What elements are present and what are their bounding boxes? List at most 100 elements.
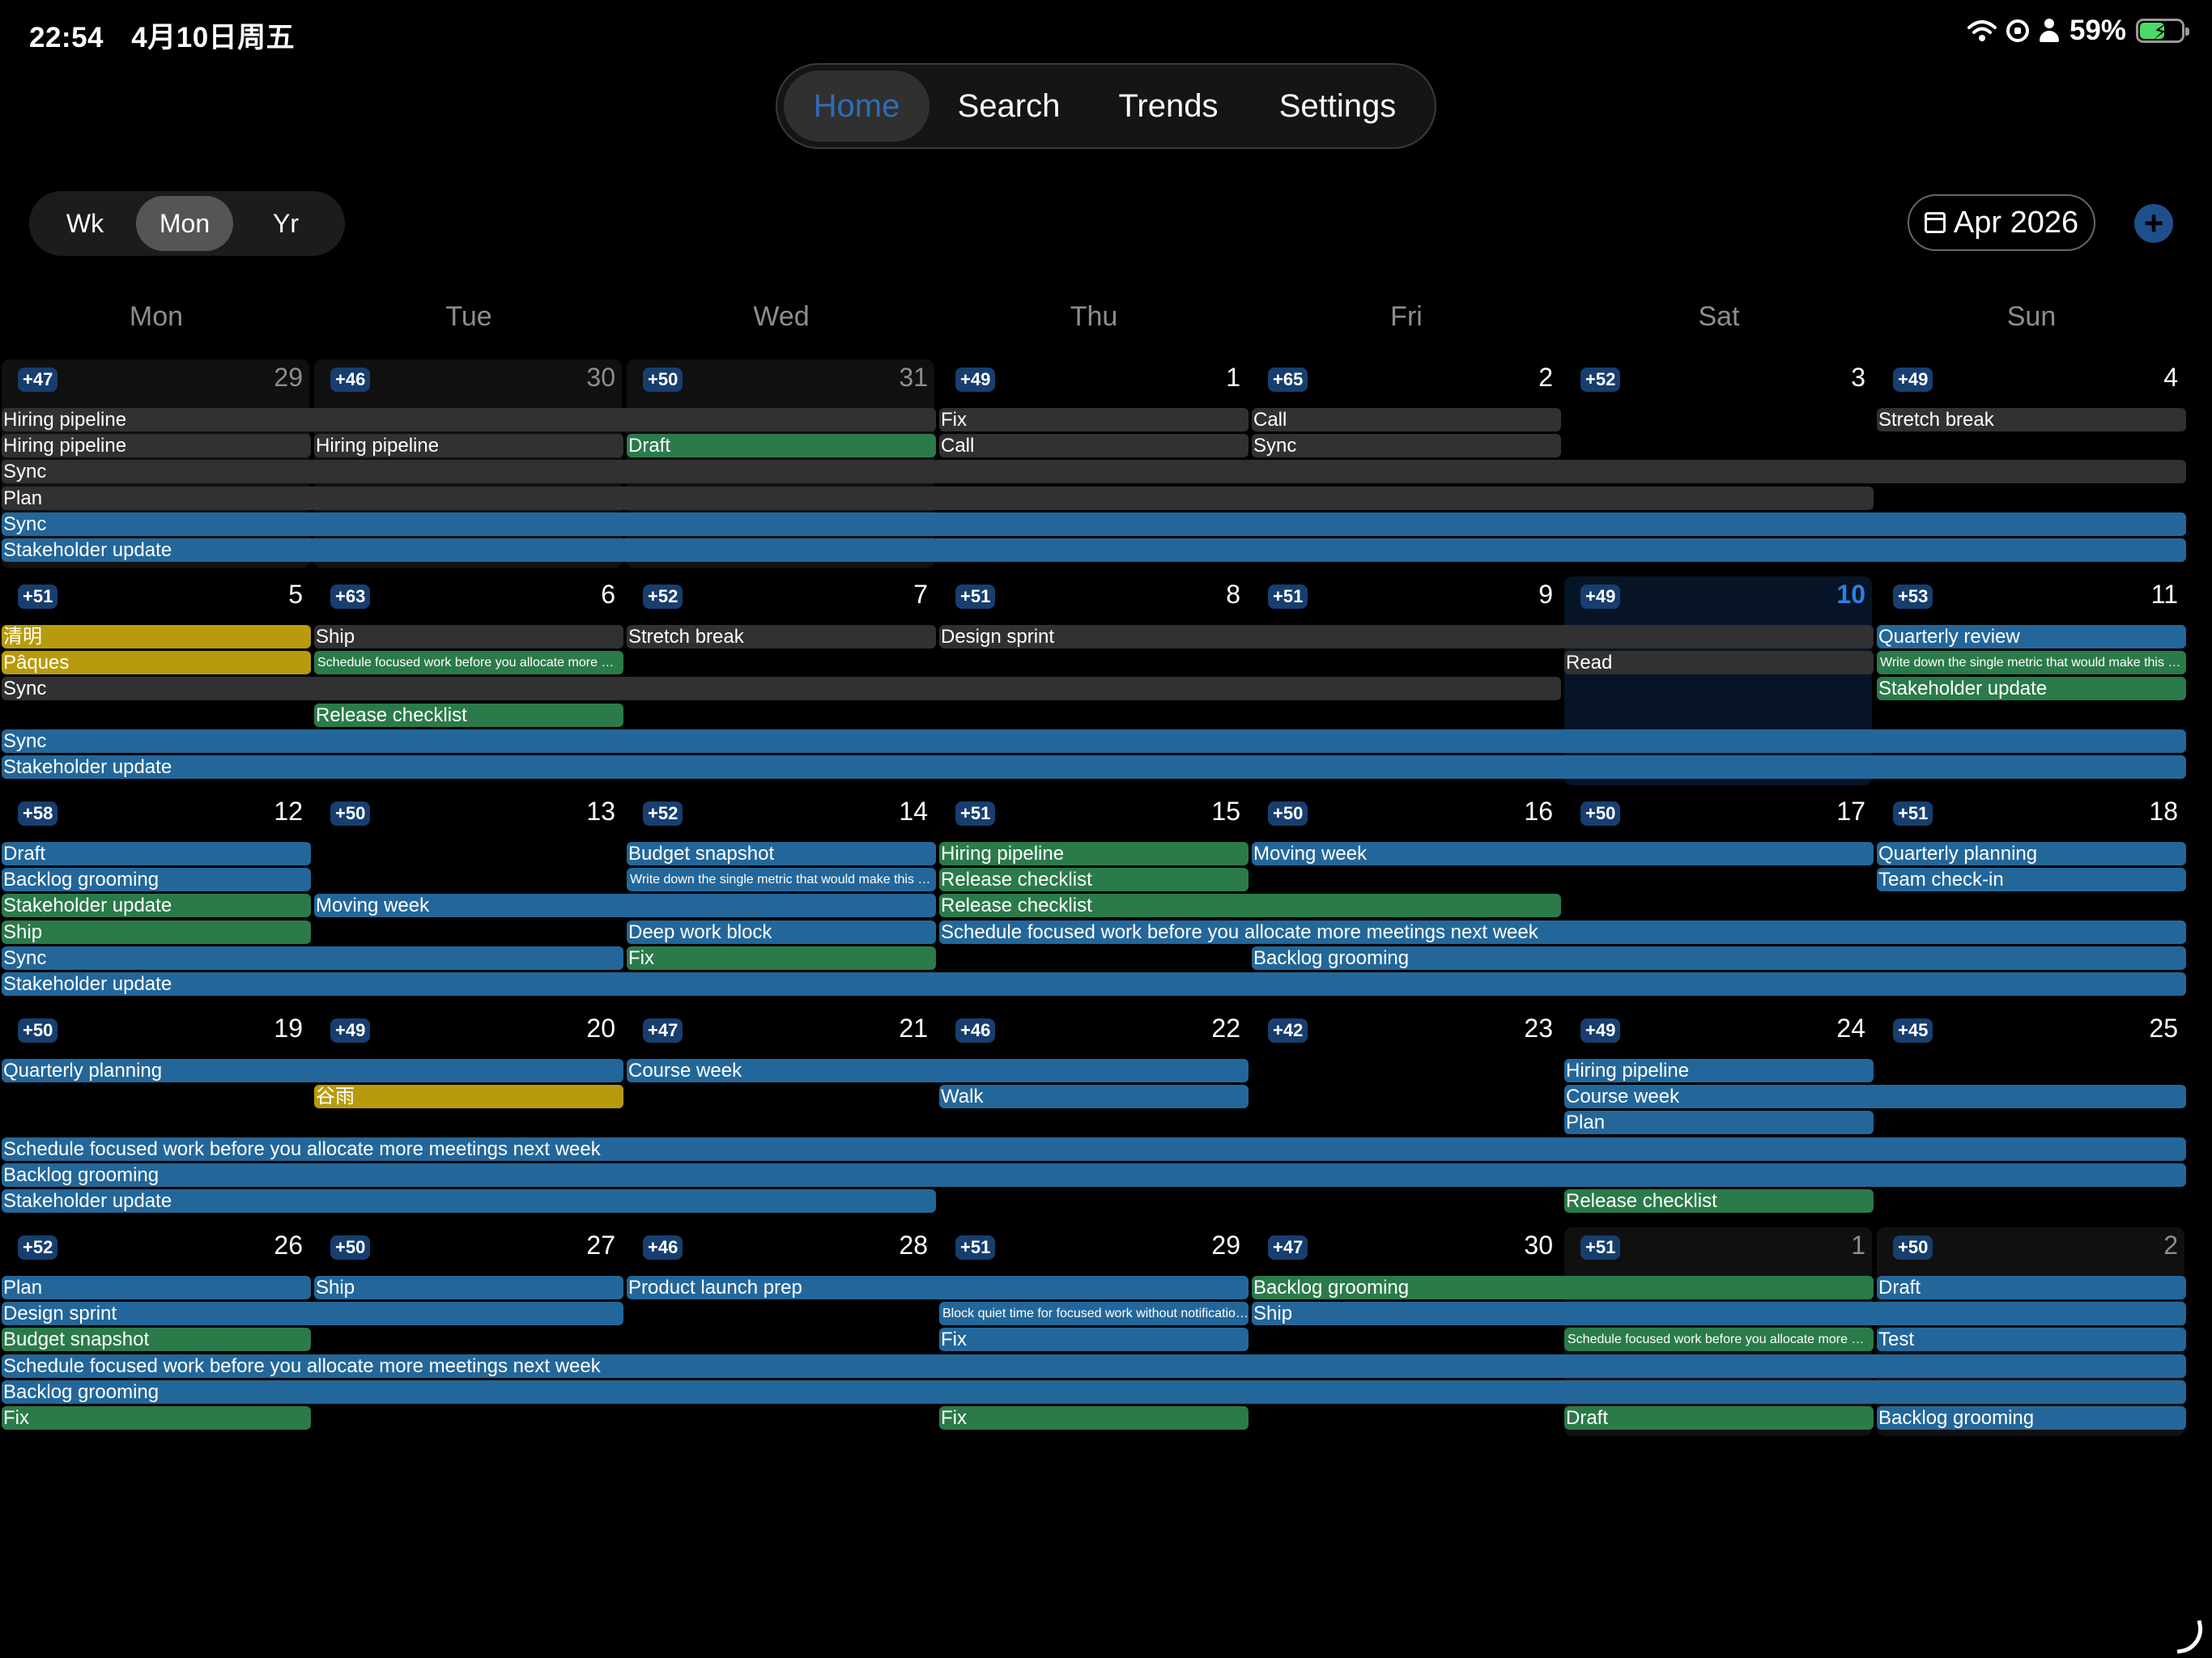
event-bar[interactable]: Backlog grooming xyxy=(2,868,311,891)
day-cell[interactable]: +58 12 xyxy=(2,793,309,1002)
day-cell[interactable]: +50 16 xyxy=(1252,793,1559,1002)
day-cell[interactable]: +52 3 xyxy=(1564,359,1872,568)
event-bar[interactable]: 谷雨 xyxy=(314,1085,623,1108)
event-bar[interactable]: Backlog grooming xyxy=(1252,1276,1874,1299)
more-events-badge[interactable]: +49 xyxy=(330,1018,371,1043)
event-bar[interactable]: Sync xyxy=(2,946,623,970)
range-month[interactable]: Mon xyxy=(136,196,233,251)
event-bar[interactable]: Plan xyxy=(2,1276,311,1299)
day-cell[interactable]: +49 10 xyxy=(1564,576,1872,785)
event-bar[interactable]: Ship xyxy=(1252,1302,2186,1325)
event-bar[interactable]: Backlog grooming xyxy=(2,1380,2186,1404)
more-events-badge[interactable]: +50 xyxy=(330,1235,371,1260)
more-events-badge[interactable]: +50 xyxy=(643,368,683,392)
event-bar[interactable]: Call xyxy=(1252,408,1561,432)
day-cell[interactable]: +50 13 xyxy=(314,793,622,1002)
more-events-badge[interactable]: +50 xyxy=(1268,801,1308,826)
day-cell[interactable]: +49 20 xyxy=(314,1010,622,1219)
day-cell[interactable]: +51 18 xyxy=(1877,793,2184,1002)
event-bar[interactable]: Hiring pipeline xyxy=(2,408,936,432)
more-events-badge[interactable]: +45 xyxy=(1893,1018,1933,1043)
event-bar[interactable]: Stretch break xyxy=(627,625,936,648)
day-cell[interactable]: +47 21 xyxy=(627,1010,934,1219)
day-cell[interactable]: +51 9 xyxy=(1252,576,1559,785)
more-events-badge[interactable]: +47 xyxy=(643,1018,683,1043)
event-bar[interactable]: Pâques xyxy=(2,651,311,674)
event-bar[interactable]: Read xyxy=(1564,651,1874,674)
event-bar[interactable]: Sync xyxy=(1252,434,1561,457)
event-bar[interactable]: Draft xyxy=(1877,1276,2186,1299)
event-bar[interactable]: Product launch prep xyxy=(627,1276,1249,1299)
event-bar[interactable]: Release checklist xyxy=(314,704,623,727)
event-bar[interactable]: Draft xyxy=(2,842,311,865)
day-cell[interactable]: +45 25 xyxy=(1877,1010,2184,1219)
day-cell[interactable]: +50 19 xyxy=(2,1010,309,1219)
tab-home[interactable]: Home xyxy=(784,70,929,142)
event-bar[interactable]: Quarterly planning xyxy=(1877,842,2186,865)
day-cell[interactable]: +52 14 xyxy=(627,793,934,1002)
more-events-badge[interactable]: +53 xyxy=(1893,585,1933,609)
tab-search[interactable]: Search xyxy=(957,87,1061,124)
event-bar[interactable]: Plan xyxy=(2,487,1874,510)
day-cell[interactable]: +51 15 xyxy=(939,793,1247,1002)
event-bar[interactable]: Stakeholder update xyxy=(2,972,2186,996)
day-cell[interactable]: +46 28 xyxy=(627,1227,934,1436)
event-bar[interactable]: Stakeholder update xyxy=(2,894,311,917)
event-bar[interactable]: Schedule focused work before you allocat… xyxy=(939,920,2186,944)
tab-settings[interactable]: Settings xyxy=(1278,87,1397,124)
more-events-badge[interactable]: +47 xyxy=(1268,1235,1308,1260)
more-events-badge[interactable]: +46 xyxy=(643,1235,683,1260)
event-bar[interactable]: Fix xyxy=(939,1328,1249,1351)
more-events-badge[interactable]: +49 xyxy=(955,368,996,392)
day-cell[interactable]: +53 11 xyxy=(1877,576,2184,785)
event-bar[interactable]: 清明 xyxy=(2,625,311,648)
event-bar[interactable]: Fix xyxy=(2,1406,311,1430)
more-events-badge[interactable]: +50 xyxy=(18,1018,58,1043)
more-events-badge[interactable]: +63 xyxy=(330,585,371,609)
day-cell[interactable]: +65 2 xyxy=(1252,359,1559,568)
event-bar[interactable]: Walk xyxy=(939,1085,1249,1108)
day-cell[interactable]: +51 5 xyxy=(2,576,309,785)
event-bar[interactable]: Stretch break xyxy=(1877,408,2186,432)
event-bar[interactable]: Release checklist xyxy=(939,868,1249,891)
day-cell[interactable]: +51 8 xyxy=(939,576,1247,785)
event-bar[interactable]: Call xyxy=(939,434,1249,457)
event-bar[interactable]: Backlog grooming xyxy=(1877,1406,2186,1430)
day-cell[interactable]: +49 1 xyxy=(939,359,1247,568)
event-bar[interactable]: Hiring pipeline xyxy=(2,434,311,457)
event-bar[interactable]: Release checklist xyxy=(1564,1189,1874,1213)
event-bar[interactable]: Release checklist xyxy=(939,894,1561,917)
day-cell[interactable]: +52 7 xyxy=(627,576,934,785)
event-bar[interactable]: Fix xyxy=(939,1406,1249,1430)
day-cell[interactable]: +42 23 xyxy=(1252,1010,1559,1219)
more-events-badge[interactable]: +52 xyxy=(1580,368,1621,392)
event-bar[interactable]: Hiring pipeline xyxy=(314,434,623,457)
more-events-badge[interactable]: +49 xyxy=(1580,1018,1621,1043)
day-cell[interactable]: +47 30 xyxy=(1252,1227,1559,1436)
event-bar[interactable]: Hiring pipeline xyxy=(1564,1059,1874,1082)
event-bar[interactable]: Stakeholder update xyxy=(1877,677,2186,700)
day-cell[interactable]: +49 24 xyxy=(1564,1010,1872,1219)
event-bar[interactable]: Ship xyxy=(2,920,311,944)
event-bar[interactable]: Budget snapshot xyxy=(627,842,936,865)
range-week[interactable]: Wk xyxy=(66,208,104,238)
event-bar[interactable]: Course week xyxy=(1564,1085,2186,1108)
event-bar[interactable]: Schedule focused work before you allocat… xyxy=(1564,1328,1874,1351)
month-picker-button[interactable]: Apr 2026 xyxy=(1908,194,2095,251)
resize-handle-icon[interactable] xyxy=(2172,1620,2206,1654)
event-bar[interactable]: Stakeholder update xyxy=(2,1189,936,1213)
event-bar[interactable]: Schedule focused work before you allocat… xyxy=(2,1137,2186,1161)
event-bar[interactable]: Schedule focused work before you allocat… xyxy=(314,651,623,674)
event-bar[interactable]: Schedule focused work before you allocat… xyxy=(2,1354,2186,1378)
event-bar[interactable]: Quarterly planning xyxy=(2,1059,623,1082)
day-cell[interactable]: +49 4 xyxy=(1877,359,2184,568)
more-events-badge[interactable]: +51 xyxy=(1268,585,1308,609)
range-year[interactable]: Yr xyxy=(273,208,299,238)
day-cell[interactable]: +52 26 xyxy=(2,1227,309,1436)
event-bar[interactable]: Plan xyxy=(1564,1111,1874,1134)
more-events-badge[interactable]: +51 xyxy=(1580,1235,1621,1260)
event-bar[interactable]: Moving week xyxy=(314,894,936,917)
more-events-badge[interactable]: +50 xyxy=(1893,1235,1933,1260)
event-bar[interactable]: Ship xyxy=(314,1276,623,1299)
event-bar[interactable]: Draft xyxy=(627,434,936,457)
